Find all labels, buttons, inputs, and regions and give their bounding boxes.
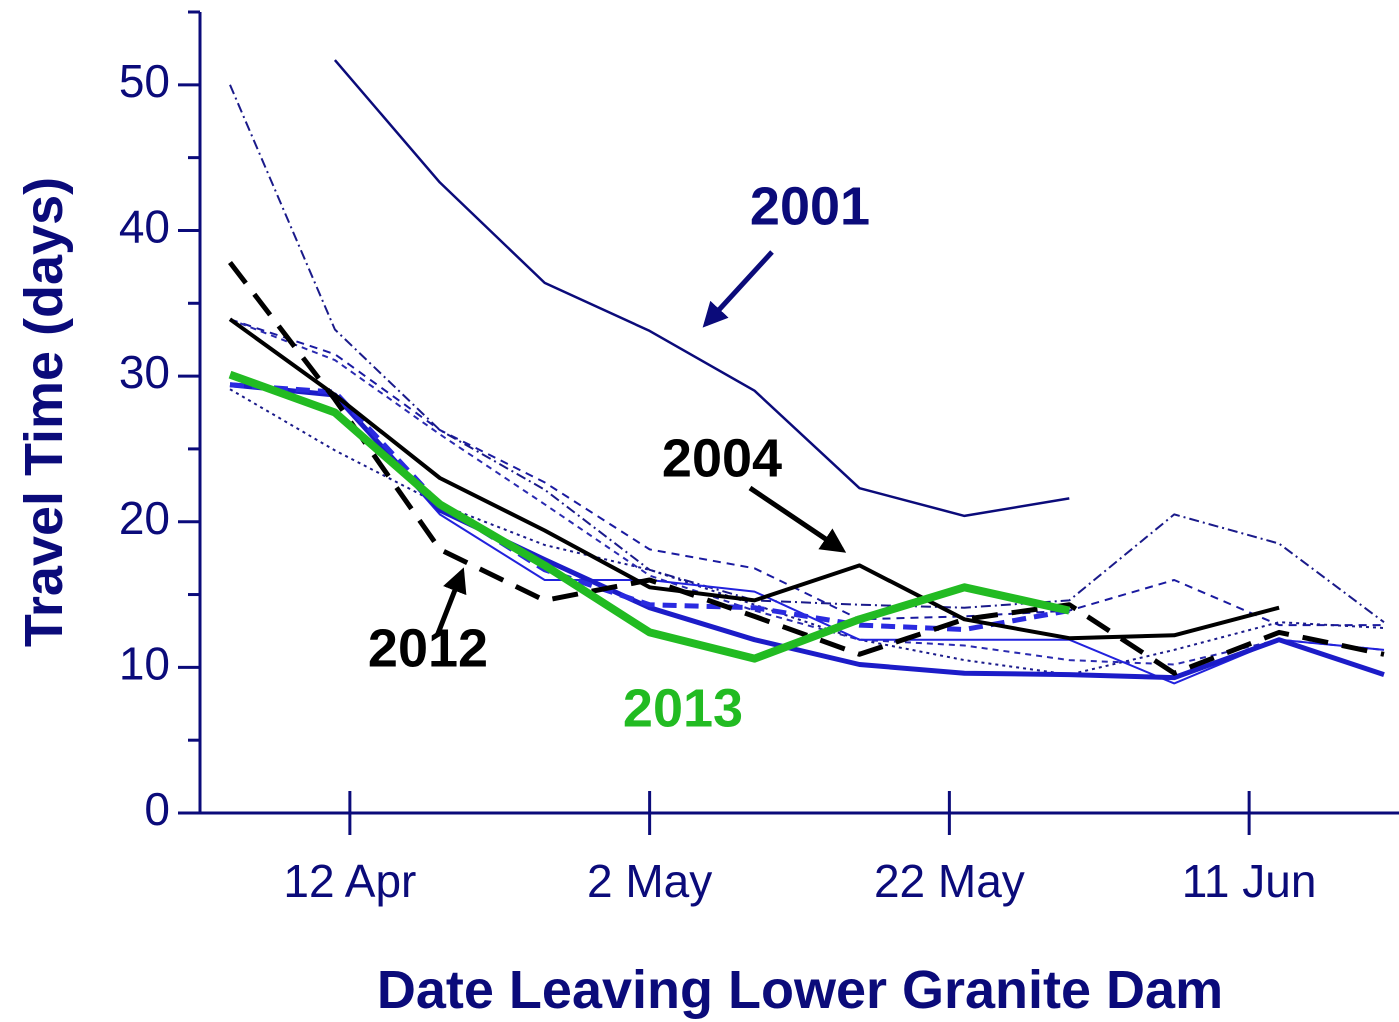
series-line — [229, 84, 1385, 624]
x-axis-title: Date Leaving Lower Granite Dam — [377, 960, 1223, 1020]
series-line — [229, 318, 1385, 666]
x-tick-label: 12 Apr — [283, 855, 416, 907]
x-tick-label: 2 May — [587, 855, 712, 907]
annotation-label: 2012 — [368, 618, 488, 678]
y-tick-label: 50 — [119, 55, 170, 107]
series-line — [333, 59, 1070, 518]
annotation-label: 2004 — [662, 428, 782, 488]
series-line — [228, 317, 1280, 641]
y-tick-label: 10 — [119, 638, 170, 690]
annotation-label: 2013 — [623, 678, 743, 738]
plot-area: 0 10 20 30 40 50 12 Apr 2 May 22 May 11 Jun — [119, 10, 1399, 907]
y-tick-label: 30 — [119, 346, 170, 398]
y-axis-title: Travel Time (days) — [14, 177, 74, 647]
x-tick-label: 11 Jun — [1182, 855, 1317, 907]
y-tick-label: 40 — [119, 201, 170, 253]
x-tick-label: 22 May — [874, 855, 1025, 907]
series-line — [229, 382, 1070, 632]
y-tick-label: 20 — [119, 492, 170, 544]
y-tick-label: 0 — [144, 783, 170, 835]
annotation-label: 2001 — [750, 176, 870, 236]
annotation-arrow — [434, 567, 467, 637]
annotation-arrow — [702, 250, 774, 328]
series-line — [228, 370, 1071, 663]
series-line — [229, 318, 1384, 627]
annotation-arrow — [748, 485, 847, 553]
